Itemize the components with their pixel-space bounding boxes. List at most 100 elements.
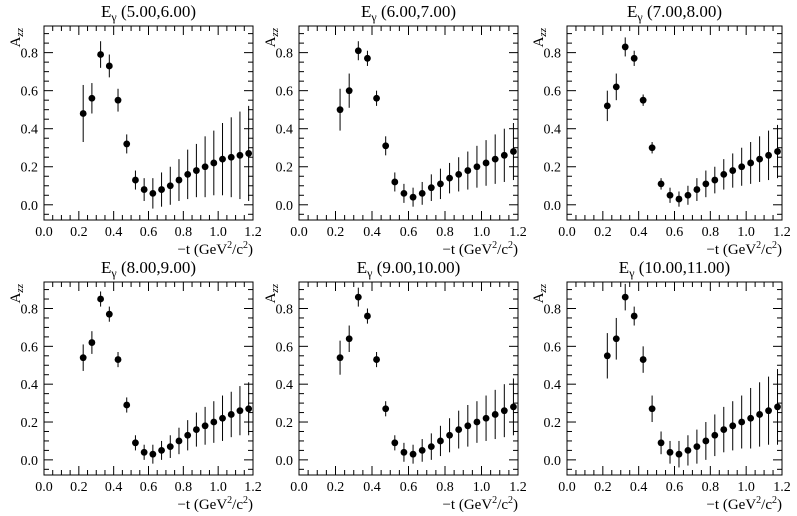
y-tick-label: 0.4 <box>544 378 562 393</box>
x-tick-label: 1.2 <box>244 480 262 495</box>
x-tick-label: 1.0 <box>473 225 491 240</box>
x-tick-label: 0.8 <box>436 480 454 495</box>
data-point <box>500 407 508 415</box>
data-point <box>409 450 417 458</box>
y-tick-label: 0.4 <box>544 123 562 138</box>
x-tick-label: 1.2 <box>773 480 791 495</box>
x-tick-label: 0.8 <box>702 225 720 240</box>
y-tick-label: 0.4 <box>21 378 39 393</box>
plot-frame <box>298 281 519 476</box>
data-point <box>603 352 611 360</box>
data-point <box>123 140 131 148</box>
x-tick-label: 1.2 <box>509 225 527 240</box>
data-point <box>729 167 737 174</box>
data-point <box>97 295 105 303</box>
data-point <box>245 405 253 413</box>
data-point <box>765 407 772 415</box>
data-point <box>747 159 755 167</box>
data-point <box>149 189 157 197</box>
panel-title: Eγ (9.00,10.00) <box>357 258 461 280</box>
y-axis-label: Azz <box>8 27 26 47</box>
plot-frame <box>566 281 783 476</box>
x-tick-label: 0.2 <box>594 480 612 495</box>
panel-title: Eγ (8.00,9.00) <box>101 258 196 280</box>
y-tick-label: 0.8 <box>544 47 562 62</box>
y-tick-label: 0.4 <box>21 123 39 138</box>
y-axis-label: Azz <box>531 27 549 47</box>
plot-frame <box>43 281 254 476</box>
x-tick-label: 0.4 <box>363 480 381 495</box>
x-tick-label: 0.6 <box>666 480 684 495</box>
x-axis-label: −t (GeV2/c2) <box>706 240 782 258</box>
data-point <box>666 448 674 456</box>
data-point <box>711 176 719 184</box>
data-point <box>210 159 218 167</box>
data-point <box>219 155 226 163</box>
data-point <box>114 96 122 104</box>
x-axis-label: −t (GeV2/c2) <box>177 240 253 258</box>
data-point <box>345 87 353 95</box>
x-tick-label: 0.0 <box>558 480 576 495</box>
y-tick-label: 0.2 <box>21 161 39 176</box>
panel-6: 0.0 0.2 0.4 0.6 0.8 1.0 1.2 0.0 0.2 0.4 0.6 0.8 Eγ (… <box>531 258 791 513</box>
x-tick-label: 0.8 <box>175 225 193 240</box>
data-point <box>123 401 131 409</box>
x-tick-label: 0.6 <box>400 225 418 240</box>
x-tick-label: 0.0 <box>558 225 576 240</box>
data-point <box>418 189 426 197</box>
x-axis-label: −t (GeV2/c2) <box>442 495 518 513</box>
data-point <box>192 426 200 433</box>
data-point <box>639 356 647 363</box>
x-tick-label: 0.6 <box>140 480 158 495</box>
y-tick-label: 0.0 <box>276 454 294 469</box>
y-tick-label: 0.8 <box>276 47 294 62</box>
panel-4: 0.0 0.2 0.4 0.6 0.8 1.0 1.2 0.0 0.2 0.4 0.6 0.8 Eγ (… <box>8 258 262 513</box>
data-point <box>114 356 122 363</box>
data-point <box>166 443 174 451</box>
data-point <box>648 144 656 152</box>
x-tick-label: 1.0 <box>737 480 755 495</box>
data-point <box>446 174 453 182</box>
y-tick-label: 0.8 <box>276 302 294 317</box>
y-tick-label: 0.0 <box>544 199 562 214</box>
data-point <box>455 426 463 433</box>
data-point <box>464 422 472 430</box>
data-point <box>612 83 620 91</box>
data-point <box>354 293 362 301</box>
x-tick-label: 0.8 <box>702 480 720 495</box>
data-point <box>693 443 701 451</box>
data-point <box>201 422 209 430</box>
x-tick-label: 0.2 <box>327 225 345 240</box>
x-tick-label: 0.6 <box>400 480 418 495</box>
data-point <box>473 163 481 171</box>
data-point <box>774 148 781 155</box>
x-tick-label: 0.6 <box>140 225 158 240</box>
data-point <box>603 102 611 110</box>
y-tick-label: 0.6 <box>21 85 39 100</box>
y-axis-label: Azz <box>263 27 281 47</box>
y-axis-label: Azz <box>263 283 281 303</box>
data-point <box>227 153 235 161</box>
data-point <box>184 170 192 178</box>
data-point <box>675 450 683 458</box>
y-tick-label: 0.6 <box>276 340 294 355</box>
data-point <box>446 431 453 439</box>
y-axis-label: Azz <box>8 283 26 303</box>
data-point <box>382 142 390 150</box>
y-tick-label: 0.2 <box>276 161 294 176</box>
plot-frame <box>43 25 254 221</box>
panel-title: Eγ (7.00,8.00) <box>627 2 722 24</box>
x-tick-label: 1.2 <box>773 225 791 240</box>
data-point <box>765 151 772 159</box>
y-tick-label: 0.4 <box>276 378 294 393</box>
data-point <box>219 414 226 422</box>
data-point <box>364 312 371 320</box>
data-point <box>621 293 629 301</box>
data-point <box>675 195 683 203</box>
data-point <box>140 186 148 193</box>
data-point <box>391 439 399 447</box>
data-point <box>666 191 674 199</box>
data-point <box>400 189 408 197</box>
x-tick-label: 1.0 <box>209 480 227 495</box>
data-point <box>630 54 638 62</box>
